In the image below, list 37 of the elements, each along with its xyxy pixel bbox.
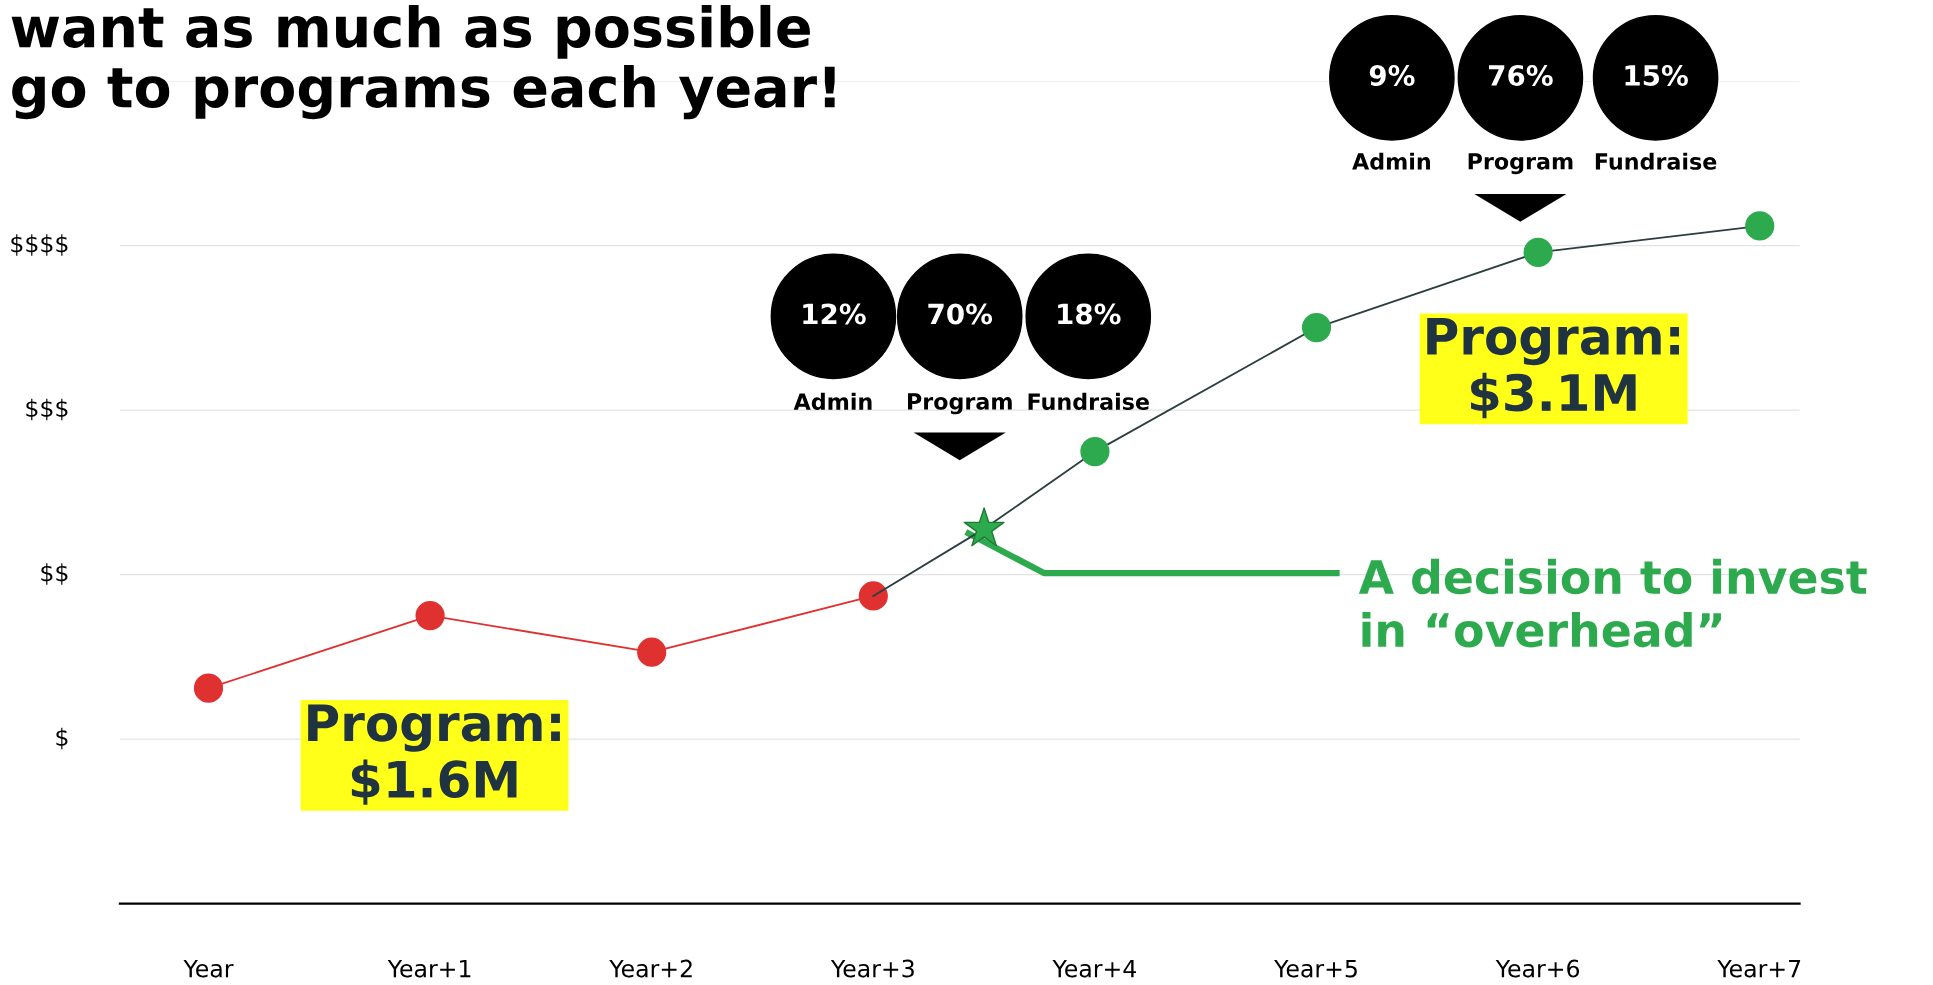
point — [415, 601, 445, 631]
point — [858, 581, 888, 611]
point — [1080, 437, 1110, 467]
text: Admin — [1352, 152, 1430, 170]
x-tick-label: Year+6 — [1495, 959, 1580, 978]
text: $$ — [41, 563, 68, 585]
text: Fundraise — [1595, 152, 1717, 170]
x-tick-label: Year+5 — [1274, 959, 1357, 978]
point — [637, 637, 667, 667]
text: $$$$ — [11, 234, 68, 256]
x-tick-label: Year+3 — [830, 959, 914, 978]
text: $ — [56, 727, 68, 750]
x-tick-label: Year — [183, 959, 234, 978]
annotation: Admin — [793, 392, 872, 411]
annotation: A decision to invest in “overhead” — [1358, 558, 1867, 648]
point — [963, 507, 1005, 547]
text: 9% — [1369, 64, 1415, 86]
annotation: Program: $3.1M — [1427, 317, 1680, 419]
text: Program — [1468, 153, 1573, 175]
annotation: 70% — [928, 303, 993, 325]
annotation: 18% — [1058, 303, 1121, 325]
annotation: Program: $1.6M — [308, 704, 560, 805]
x-tick-label: Year+1 — [387, 959, 471, 978]
chart-title: want as much as possible go to programs each year! — [11, 4, 835, 120]
x-tick-label: Year+7 — [1717, 959, 1801, 978]
text: 76% — [1489, 64, 1553, 86]
point — [193, 673, 224, 703]
annotation: Program — [908, 393, 1012, 415]
point — [1745, 211, 1775, 241]
annotation: 12% — [803, 303, 866, 325]
annotation: Fundraise — [1028, 392, 1149, 411]
x-tick-label: Year+4 — [1052, 959, 1136, 978]
text: 15% — [1625, 64, 1688, 86]
text: $$$ — [26, 398, 68, 421]
point — [1523, 237, 1553, 267]
x-tick-label: Year+2 — [609, 959, 692, 978]
point — [1301, 312, 1332, 343]
